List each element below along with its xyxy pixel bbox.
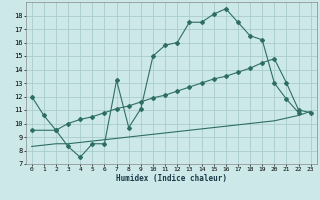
X-axis label: Humidex (Indice chaleur): Humidex (Indice chaleur) — [116, 174, 227, 183]
